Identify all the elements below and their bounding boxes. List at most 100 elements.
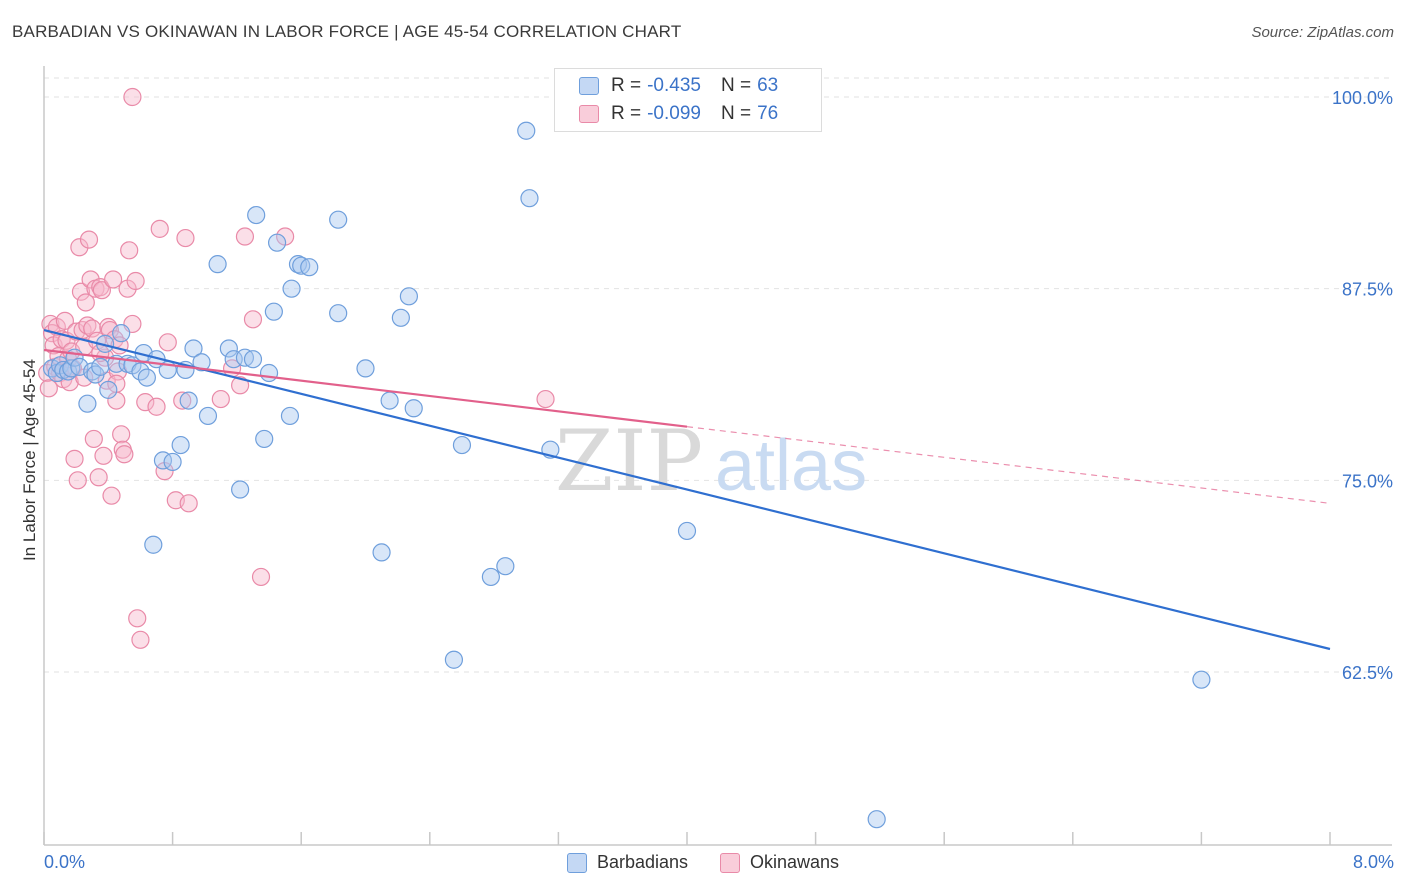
barbadians-point [391,308,410,327]
barbadians-point [1192,670,1211,689]
barbadians-point [280,406,300,426]
legend-swatch-blue [579,77,599,95]
okinawans-point [123,87,142,107]
legend-label-okinawans: Okinawans [750,852,840,872]
okinawans-point [179,494,198,513]
source-label: Source: ZipAtlas.com [1251,24,1394,41]
legend-n-label: N = [720,75,752,96]
okinawans-point [120,241,139,260]
okinawans-point [94,446,113,465]
barbadians-point [496,557,515,576]
okinawans-point [115,445,134,464]
okinawans-point [128,609,147,628]
okinawans-point [84,429,103,449]
legend-row-okinawans: R = -0.099 N = 76 [579,102,778,126]
okinawans-point [81,270,100,289]
y-tick-label: 100.0% [1332,88,1393,108]
okinawans-points [38,87,555,649]
legend-n-label: N = [720,103,752,124]
barbadians-point [356,359,375,378]
barbadians-point [247,205,266,225]
barbadians-point [243,350,263,369]
barbadians-point [91,357,110,376]
barbadians-point [231,480,250,499]
okinawans-trend-line [43,348,688,428]
okinawans-point [104,270,123,289]
legend-r-label: R = [611,103,642,124]
okinawans-trend-extension [686,426,1331,504]
legend-r-value: -0.099 [647,103,701,124]
okinawans-point [243,310,263,329]
okinawans-point [65,449,84,468]
legend-item-barbadians: Barbadians [566,852,689,873]
barbadians-point [677,521,697,541]
legend-swatch-pink [579,105,599,123]
watermark-atlas: atlas [715,426,867,506]
barbadians-point [179,391,198,410]
okinawans-point [235,227,255,246]
legend-swatch-blue [566,852,587,873]
barbadians-point [329,210,348,229]
okinawans-point [150,219,169,238]
legend-item-okinawans: Okinawans [720,852,839,873]
barbadians-point [144,535,163,554]
barbadians-point [264,302,283,321]
okinawans-point [71,282,91,301]
legend-n-value: 63 [757,75,779,96]
legend-row-barbadians: R = -0.435 N = 63 [579,74,778,98]
barbadians-trend-line [43,328,1331,651]
legend-r-value: -0.435 [647,75,701,96]
chart-title: BARBADIAN VS OKINAWAN IN LABOR FORCE | A… [12,22,682,41]
barbadians-point [399,287,419,306]
okinawans-point [176,228,195,248]
x-axis-min-label: 0.0% [44,852,86,872]
barbadians-point [404,399,423,418]
okinawans-point [158,333,177,352]
barbadians-point [867,810,886,829]
trend-lines [43,328,1331,651]
okinawans-point [79,230,99,249]
barbadians-point [208,255,227,274]
barbadians-point [255,429,274,449]
series-legend: Barbadians Okinawans [0,852,1406,873]
barbadians-point [137,368,156,387]
barbadians-point [444,650,464,669]
barbadians-point [99,380,118,399]
barbadians-point [267,233,287,252]
okinawans-point [92,281,111,300]
okinawans-point [126,271,145,291]
legend-n-value: 76 [757,103,779,124]
okinawans-point [68,471,87,490]
okinawans-point [100,320,120,340]
legend-label-barbadians: Barbadians [596,852,689,872]
barbadians-point [112,324,131,343]
barbadians-point [329,304,348,323]
barbadians-point [282,279,301,298]
legend-r-label: R = [611,75,642,96]
legend-swatch-pink [720,852,741,873]
barbadians-point [481,567,500,587]
okinawans-point [211,389,230,409]
barbadians-point [372,543,391,562]
barbadians-point [171,435,190,455]
okinawans-point [39,379,58,398]
barbadians-point [198,406,218,426]
barbadians-point [163,452,182,472]
okinawans-point [136,393,155,412]
y-tick-label: 75.0% [1342,471,1393,491]
okinawans-point [131,630,150,649]
okinawans-point [76,293,95,312]
y-tick-labels: 62.5% 75.0% 87.5% 100.0% [1332,88,1393,683]
okinawans-point [251,567,271,587]
okinawans-point [112,425,131,444]
barbadians-point [452,435,472,455]
okinawans-point [147,397,166,416]
barbadians-point [380,391,399,410]
axes [43,66,1392,846]
okinawans-point [70,238,89,257]
barbadians-point [219,339,238,358]
okinawans-point [231,376,250,395]
x-axis-max-label: 8.0% [1352,852,1394,872]
barbadians-point [520,189,539,208]
okinawans-point [102,486,121,505]
